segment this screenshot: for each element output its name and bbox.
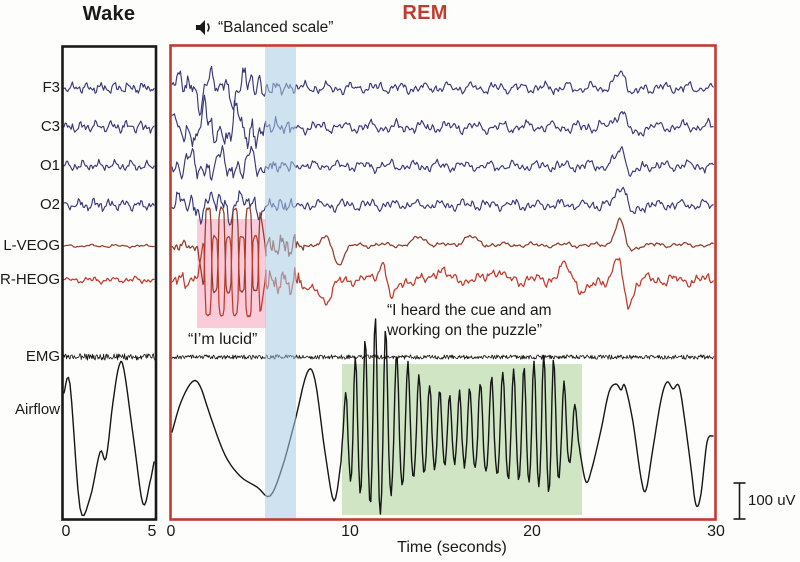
trace-wake-lveog xyxy=(63,243,155,249)
trace-wake-o2 xyxy=(63,197,155,213)
trace-rem-o2 xyxy=(171,186,714,226)
channel-label-emg: EMG xyxy=(25,348,60,365)
trace-wake-o1 xyxy=(63,158,155,171)
time-axis-label: Time (seconds) xyxy=(397,539,507,556)
trace-rem-f3 xyxy=(171,65,714,116)
auditory-cue-label: “Balanced scale” xyxy=(218,19,334,36)
trace-rem-c3 xyxy=(171,94,714,149)
trace-rem-lveog xyxy=(171,206,714,294)
trace-wake-c3 xyxy=(63,119,155,134)
wake-tick-5: 5 xyxy=(147,523,157,540)
report-annotation: “I heard the cue and am working on the p… xyxy=(387,301,552,341)
rem-tick-10: 10 xyxy=(341,523,359,540)
channel-label-f3: F3 xyxy=(42,79,60,96)
rem-tick-30: 30 xyxy=(707,523,725,540)
trace-rem-airflow xyxy=(171,318,714,515)
rem-tick-20: 20 xyxy=(523,523,541,540)
trace-wake-f3 xyxy=(63,81,155,94)
trace-wake-airflow xyxy=(63,360,155,517)
trace-rem-rheog xyxy=(171,234,714,318)
trace-wake-rheog xyxy=(63,275,155,285)
lucid-annotation: “I’m lucid” xyxy=(188,331,258,348)
channel-label-c3: C3 xyxy=(40,118,60,135)
trace-group xyxy=(62,65,715,517)
cue-window-band xyxy=(265,47,296,519)
report-annotation-line1: “I heard the cue and am xyxy=(387,302,552,319)
wake-title: Wake xyxy=(82,3,136,25)
wake-tick-0: 0 xyxy=(61,523,71,540)
trace-rem-o1 xyxy=(171,145,714,181)
rem-tick-0: 0 xyxy=(166,523,176,540)
wake-panel-box xyxy=(61,45,158,521)
trace-wake-emg xyxy=(62,353,156,361)
speaker-icon xyxy=(196,20,210,35)
report-annotation-line2: working on the puzzle” xyxy=(387,322,543,339)
channel-label-rheog: R-HEOG xyxy=(0,271,60,288)
channel-label-o2: O2 xyxy=(39,196,60,213)
channel-label-lveog: L-VEOG xyxy=(3,237,60,254)
amplitude-scale-label: 100 uV xyxy=(748,492,796,509)
amplitude-scale-bar xyxy=(733,482,746,520)
rem-title: REM xyxy=(402,2,448,24)
channel-label-airflow: Airflow xyxy=(14,401,60,418)
trace-rem-emg xyxy=(171,354,715,360)
channel-label-o1: O1 xyxy=(39,157,60,174)
rem-panel-box xyxy=(169,44,717,521)
